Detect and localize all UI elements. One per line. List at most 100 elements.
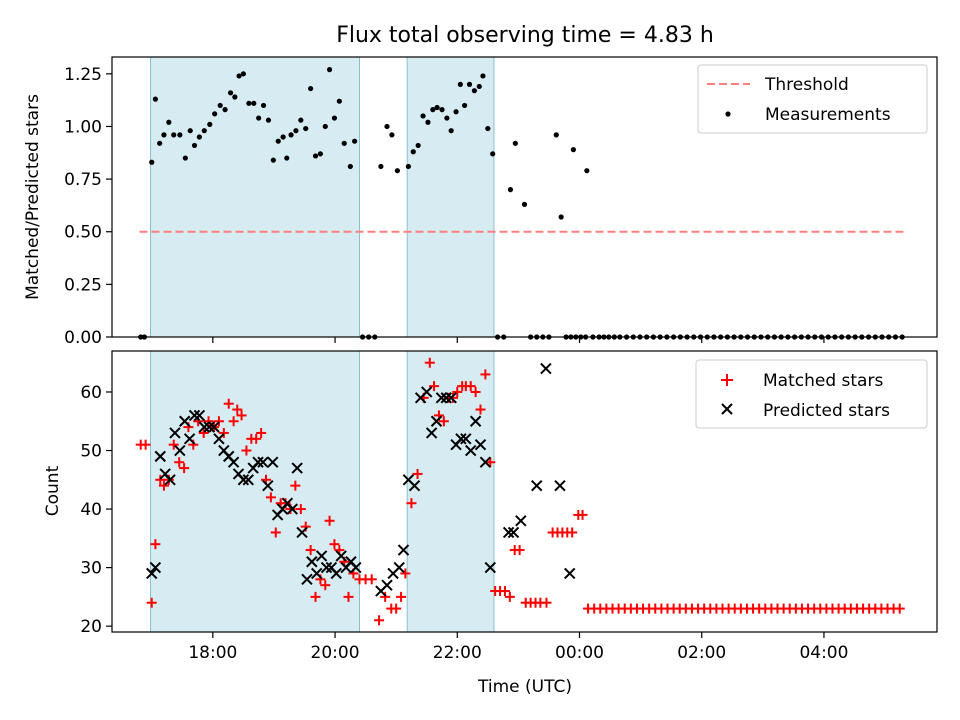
top-panel: 0.00 0.25 0.50 0.75 1.00 1.25 Matched/Predict… (23, 56, 938, 348)
measurement-point (217, 102, 223, 109)
matched-star-point (470, 386, 481, 397)
y-tick-label: 0.75 (64, 170, 102, 190)
matched-star-point (295, 504, 306, 515)
predicted-star-point (479, 456, 492, 468)
predicted-star-point (267, 456, 279, 468)
predicted-star-point (469, 415, 482, 427)
matched-star-point (329, 539, 340, 550)
measurement-point (222, 107, 228, 113)
measurement-point (303, 125, 309, 132)
y-tick-label: 0.25 (64, 275, 102, 295)
predicted-star-point (554, 479, 566, 492)
predicted-star-point (425, 427, 438, 439)
matched-star-point (343, 591, 354, 602)
measurement-point (444, 115, 450, 121)
measurement-point (284, 155, 290, 161)
measurement-point (322, 123, 328, 130)
legend-measurements-marker (725, 111, 731, 117)
measurement-point (182, 155, 188, 161)
matched-star-point (480, 369, 491, 380)
predicted-star-point (146, 567, 158, 580)
measurement-point (389, 132, 395, 138)
predicted-star-point (286, 503, 298, 515)
bottom-y-axis-label: Count (43, 465, 63, 516)
matched-star-point (310, 591, 321, 602)
legend-predicted-label: Predicted stars (763, 401, 890, 421)
measurement-point (558, 214, 564, 220)
predicted-star-point (169, 427, 181, 439)
predicted-star-point (262, 479, 274, 492)
measurement-point (260, 102, 267, 109)
measurement-point (293, 128, 299, 134)
predicted-star-point (188, 409, 201, 422)
matched-star-point (406, 498, 417, 509)
predicted-star-point (149, 561, 162, 574)
bottom-legend: Matched stars Predicted stars (695, 359, 928, 429)
y-tick-label: 1.00 (64, 117, 102, 137)
predicted-star-point (540, 362, 552, 375)
matched-star-point (265, 492, 276, 503)
measurement-point (507, 187, 514, 193)
matched-star-point (324, 515, 335, 526)
measurement-point (512, 140, 518, 146)
matched-star-point (429, 381, 440, 392)
predicted-star-point (320, 561, 333, 574)
y-tick-label: 0.50 (64, 223, 102, 243)
predicted-star-point (408, 479, 421, 492)
y-tick-label: 0.00 (64, 328, 102, 348)
measurement-point (420, 113, 426, 119)
measurement-point (152, 96, 158, 102)
predicted-star-point (183, 433, 196, 445)
matched-star-point (424, 357, 435, 368)
measurement-point (430, 107, 436, 113)
measurement-point (405, 163, 411, 170)
measurement-point (149, 159, 155, 165)
predicted-star-point (164, 474, 176, 486)
y-tick-label: 30 (80, 559, 102, 579)
measurement-point (201, 128, 207, 134)
matched-star-point (366, 574, 377, 585)
measurement-point (161, 132, 167, 138)
matched-star-point (213, 416, 224, 427)
measurement-point (384, 123, 390, 130)
measurement-point (341, 140, 347, 146)
measurement-point (336, 98, 342, 104)
matched-star-point (374, 615, 385, 626)
measurement-point (312, 153, 319, 159)
predicted-star-point (301, 573, 313, 586)
predicted-star-point (350, 561, 362, 574)
matched-star-point (179, 463, 190, 474)
measurement-point (280, 134, 286, 140)
predicted-star-point (203, 421, 215, 433)
measurement-point (246, 100, 252, 106)
matched-star-point (150, 539, 161, 550)
measurement-point (171, 132, 177, 138)
bottom-panel: 20 30 40 50 60 18:00 20:00 22:00 00:00 02:00 04:0… (43, 350, 938, 697)
measurement-point (476, 83, 482, 90)
measurement-point (317, 151, 323, 157)
x-tick-label: 02:00 (677, 643, 726, 663)
legend-threshold-label: Threshold (764, 75, 849, 95)
measurement-point (157, 140, 163, 146)
predicted-star-point (460, 433, 472, 445)
matched-star-point (223, 398, 234, 409)
x-tick-label: 00:00 (555, 643, 604, 663)
measurement-point (553, 132, 559, 138)
measurement-point (236, 73, 242, 79)
matched-star-point (391, 603, 402, 614)
measurement-point (352, 138, 358, 144)
matched-star-point (228, 416, 239, 427)
measurement-point (457, 81, 463, 87)
matched-star-point (485, 457, 496, 468)
shaded-interval-1 (150, 350, 360, 633)
predicted-star-point (421, 386, 433, 398)
matched-star-point (236, 410, 247, 421)
predicted-star-point (227, 456, 240, 468)
y-tick-label: 60 (80, 383, 102, 403)
measurement-point (270, 157, 276, 163)
matched-star-point (504, 591, 515, 602)
measurement-point (466, 81, 473, 87)
top-axes-frame (111, 56, 938, 338)
matched-star-point (894, 603, 905, 614)
